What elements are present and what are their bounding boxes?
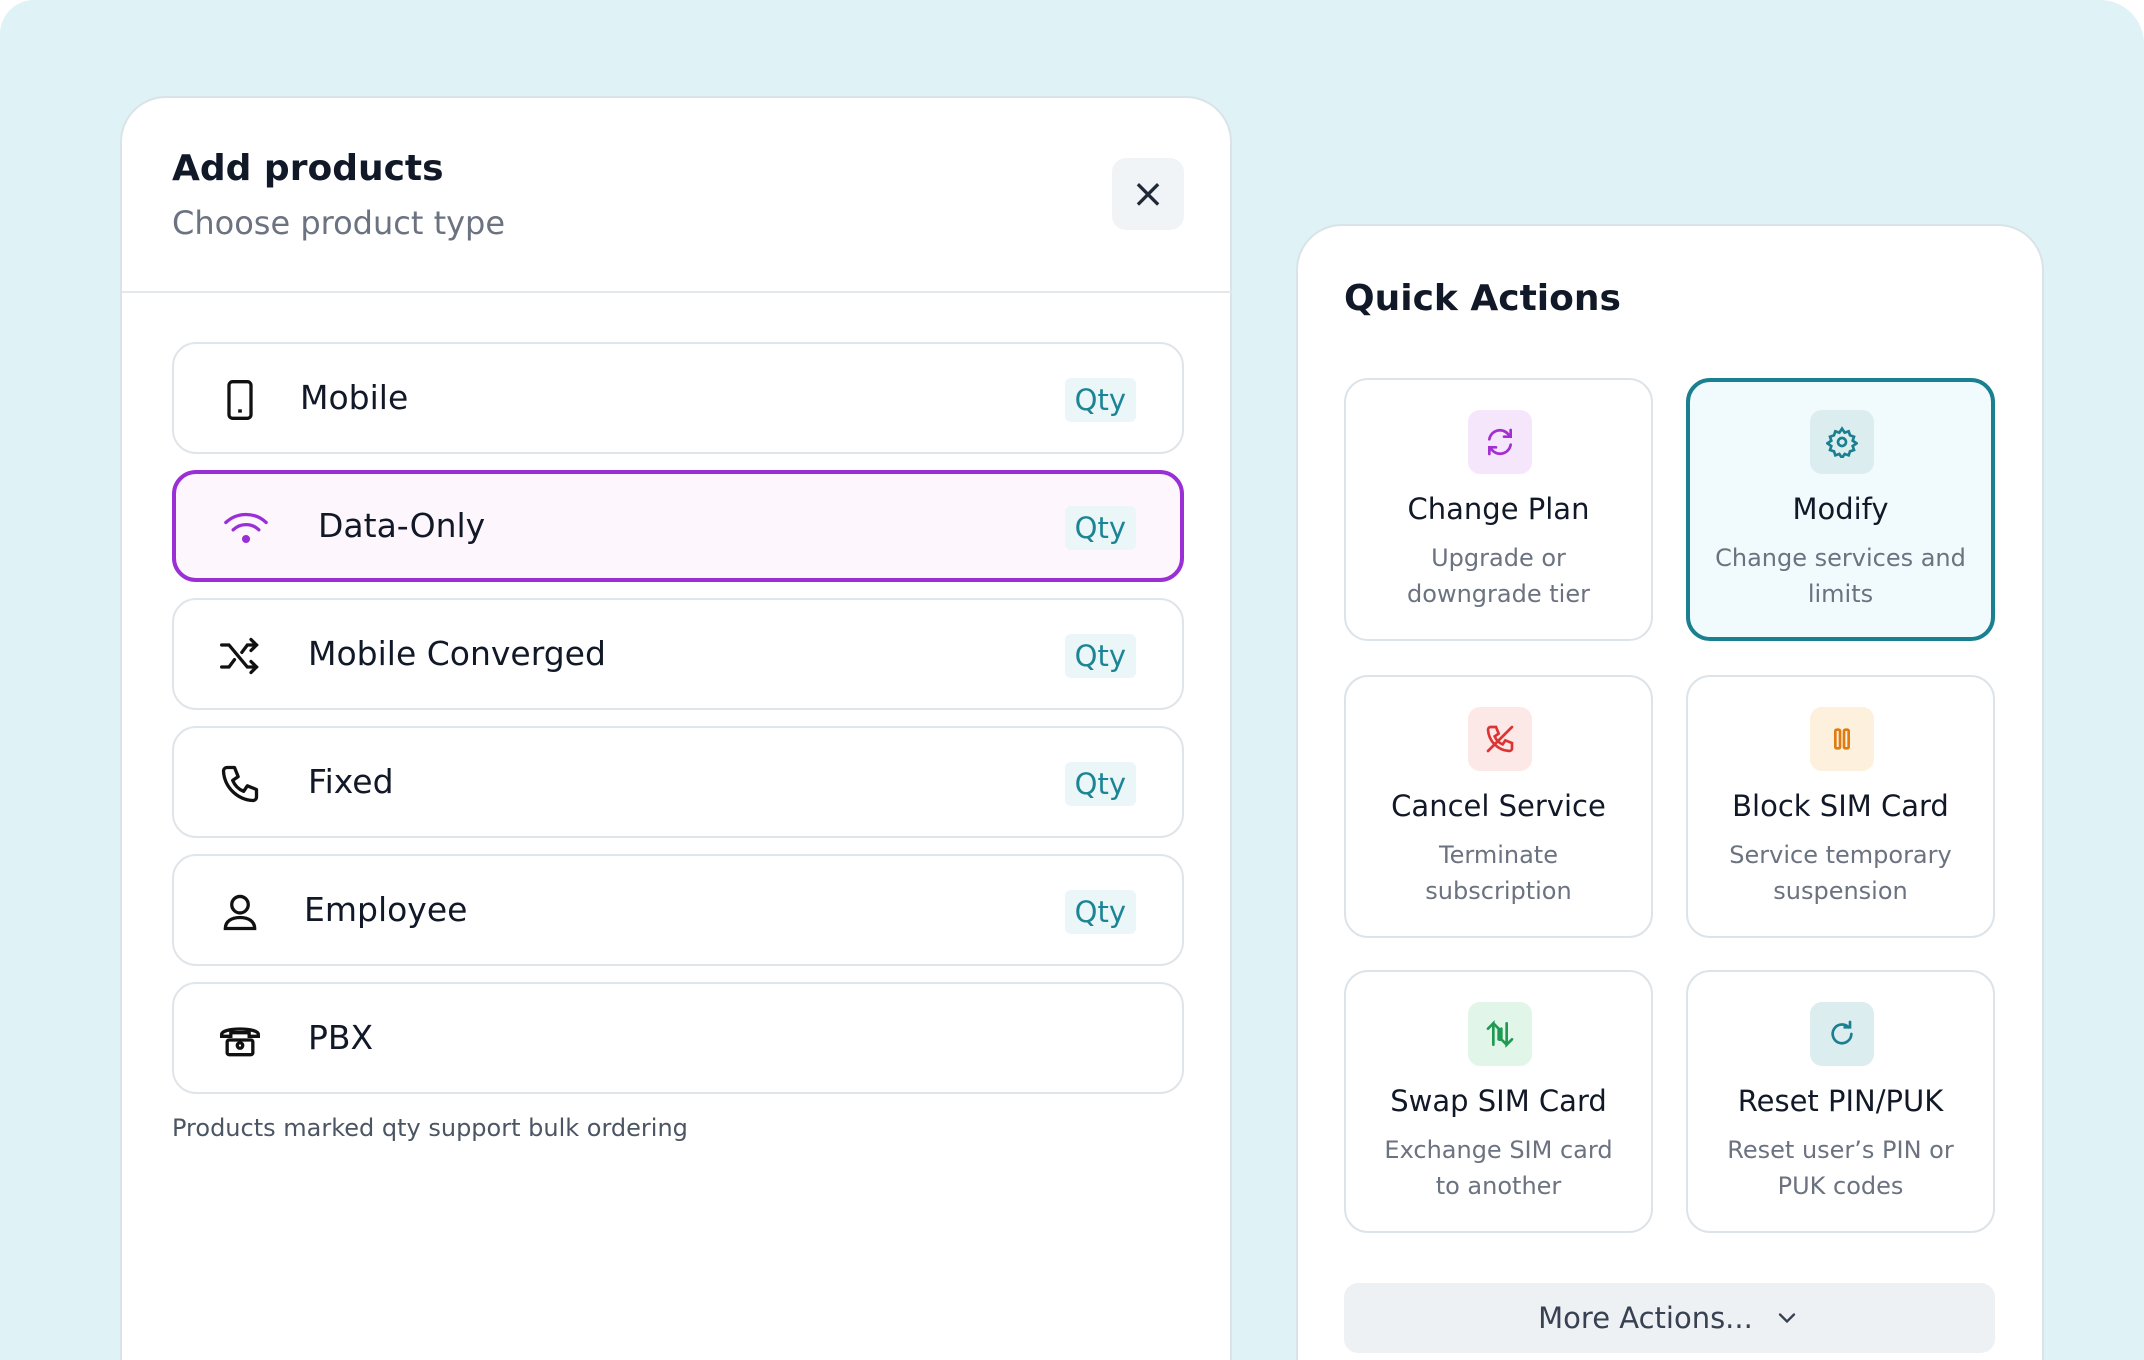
action-description: Terminate subscription bbox=[1425, 841, 1572, 905]
panel-title: Add products bbox=[172, 148, 444, 189]
qty-badge: Qty bbox=[1064, 762, 1136, 806]
action-title: Swap SIM Card bbox=[1390, 1084, 1607, 1118]
icon bbox=[1468, 410, 1532, 474]
action-card[interactable]: Modify Change services and limits bbox=[1686, 378, 1995, 641]
product-row[interactable]: Data-Only Qty bbox=[172, 470, 1184, 582]
action-description: Exchange SIM card to another bbox=[1384, 1136, 1613, 1200]
product-row[interactable]: Employee Qty bbox=[172, 854, 1184, 966]
product-label: Fixed bbox=[308, 762, 394, 801]
icon bbox=[1810, 410, 1874, 474]
quick-actions-panel: Quick Actions Change Plan Upgrade or dow… bbox=[1296, 224, 2044, 1360]
icon bbox=[224, 512, 268, 544]
action-description: Change services and limits bbox=[1715, 544, 1966, 608]
button-label: More Actions... bbox=[1538, 1301, 1753, 1335]
product-label: Mobile Converged bbox=[308, 634, 606, 673]
icon bbox=[1810, 1002, 1874, 1066]
action-card[interactable]: Block SIM Card Service temporary suspens… bbox=[1686, 675, 1995, 938]
chevron bbox=[1778, 1313, 1796, 1324]
action-title: Block SIM Card bbox=[1732, 789, 1949, 823]
action-title: Reset PIN/PUK bbox=[1737, 1084, 1944, 1118]
icon bbox=[1810, 707, 1874, 771]
panel-title: Quick Actions bbox=[1344, 278, 1621, 319]
action-card[interactable]: Swap SIM Card Exchange SIM card to anoth… bbox=[1344, 970, 1653, 1233]
add-products-panel: Add products Choose product type × Mobil… bbox=[120, 96, 1232, 1360]
action-title: Cancel Service bbox=[1391, 789, 1606, 823]
more-actions-button[interactable]: More Actions... bbox=[1344, 1283, 1995, 1353]
action-description: Service temporary suspension bbox=[1729, 841, 1952, 905]
action-description: Upgrade or downgrade tier bbox=[1407, 544, 1590, 608]
product-row[interactable]: Fixed Qty bbox=[172, 726, 1184, 838]
qty-badge: Qty bbox=[1064, 890, 1136, 934]
product-row[interactable]: Mobile Qty bbox=[172, 342, 1184, 454]
qty-badge: Qty bbox=[1064, 506, 1136, 550]
product-label: Mobile bbox=[300, 378, 409, 417]
icon bbox=[220, 637, 259, 675]
close-button[interactable]: × bbox=[1112, 158, 1184, 230]
product-row[interactable]: PBX bbox=[172, 982, 1184, 1094]
product-row[interactable]: Mobile Converged Qty bbox=[172, 598, 1184, 710]
icon bbox=[221, 765, 259, 803]
action-card[interactable]: Change Plan Upgrade or downgrade tier bbox=[1344, 378, 1653, 641]
icon bbox=[220, 1027, 260, 1057]
action-card[interactable]: Reset PIN/PUK Reset user’s PIN or PUK co… bbox=[1686, 970, 1995, 1233]
action-card[interactable]: Cancel Service Terminate subscription bbox=[1344, 675, 1653, 938]
icon bbox=[223, 894, 257, 931]
icon bbox=[227, 380, 253, 420]
action-description: Reset user’s PIN or PUK codes bbox=[1727, 1136, 1954, 1200]
divider bbox=[122, 291, 1232, 293]
product-label: Data-Only bbox=[318, 506, 486, 545]
product-label: Employee bbox=[304, 890, 468, 929]
product-label: PBX bbox=[308, 1018, 374, 1057]
panel-subtitle: Choose product type bbox=[172, 204, 506, 242]
icon bbox=[1468, 1002, 1532, 1066]
footnote: Products marked qty support bulk orderin… bbox=[172, 1114, 688, 1142]
icon bbox=[1468, 707, 1532, 771]
qty-badge: Qty bbox=[1064, 378, 1136, 422]
action-title: Change Plan bbox=[1407, 492, 1590, 526]
action-title: Modify bbox=[1792, 492, 1889, 526]
qty-badge: Qty bbox=[1064, 634, 1136, 678]
